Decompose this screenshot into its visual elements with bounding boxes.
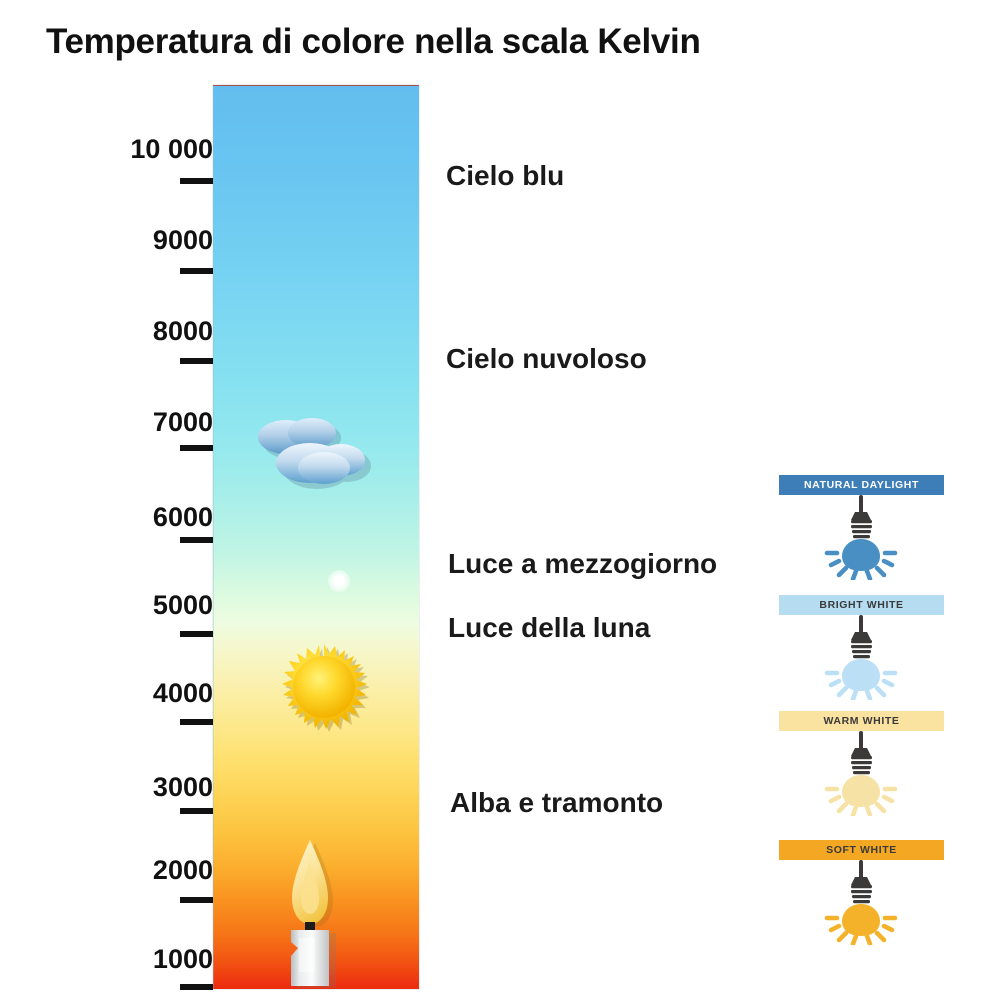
axis-tick-mark-2000 bbox=[180, 897, 213, 903]
moon-dot-icon bbox=[328, 570, 350, 592]
axis-tick-mark-9000 bbox=[180, 268, 213, 274]
axis-tick-label-2000: 2000 bbox=[152, 855, 213, 885]
bulb-icon-soft-white bbox=[779, 860, 944, 947]
bulb-icon-natural-daylight bbox=[779, 495, 944, 582]
candle-icon bbox=[278, 838, 350, 989]
legend-banner-bright-white: BRIGHT WHITE bbox=[779, 595, 944, 615]
legend-banner-warm-white: WARM WHITE bbox=[779, 711, 944, 731]
legend-card-soft-white: SOFT WHITE bbox=[779, 840, 944, 947]
annotation-alba-e-tramonto: Alba e tramonto bbox=[450, 787, 664, 818]
axis-tick-label-9000: 9000 bbox=[152, 225, 213, 255]
axis-tick-label-3000: 3000 bbox=[152, 772, 213, 802]
kelvin-axis: 10 000 9000 8000 7000 6000 5000 4000 300… bbox=[0, 0, 213, 1000]
axis-tick-label-8000: 8000 bbox=[152, 316, 213, 346]
axis-tick-mark-7000 bbox=[180, 445, 213, 451]
legend-card-bright-white: BRIGHT WHITE bbox=[779, 595, 944, 702]
bulb-icon-bright-white bbox=[779, 615, 944, 702]
annotation-luce-a-mezzogiorno: Luce a mezzogiorno bbox=[448, 548, 718, 579]
legend-card-warm-white: WARM WHITE bbox=[779, 711, 944, 818]
axis-tick-mark-8000 bbox=[180, 358, 213, 364]
axis-tick-mark-10000 bbox=[180, 178, 213, 184]
legend-banner-natural-daylight: NATURAL DAYLIGHT bbox=[779, 475, 944, 495]
axis-tick-label-7000: 7000 bbox=[152, 407, 213, 437]
axis-tick-label-4000: 4000 bbox=[152, 678, 213, 708]
annotation-cielo-blu: Cielo blu bbox=[446, 160, 565, 191]
legend-card-natural-daylight: NATURAL DAYLIGHT bbox=[779, 475, 944, 582]
kelvin-gradient-bar bbox=[213, 85, 419, 989]
annotation-cielo-nuvoloso: Cielo nuvoloso bbox=[446, 343, 647, 374]
axis-tick-mark-1000 bbox=[180, 984, 213, 990]
sun-icon bbox=[272, 640, 376, 744]
axis-tick-mark-6000 bbox=[180, 537, 213, 543]
axis-tick-label-1000: 1000 bbox=[152, 944, 213, 974]
axis-tick-label-10000: 10 000 bbox=[130, 134, 213, 164]
legend-banner-soft-white: SOFT WHITE bbox=[779, 840, 944, 860]
axis-tick-mark-5000 bbox=[180, 631, 213, 637]
annotation-luce-della-luna: Luce della luna bbox=[448, 612, 651, 643]
bulb-icon-warm-white bbox=[779, 731, 944, 818]
clouds-icon bbox=[252, 412, 382, 502]
axis-tick-mark-3000 bbox=[180, 808, 213, 814]
axis-tick-mark-4000 bbox=[180, 719, 213, 725]
page-title: Temperatura di colore nella scala Kelvin bbox=[46, 22, 701, 61]
axis-tick-label-6000: 6000 bbox=[152, 502, 213, 532]
axis-tick-label-5000: 5000 bbox=[152, 590, 213, 620]
